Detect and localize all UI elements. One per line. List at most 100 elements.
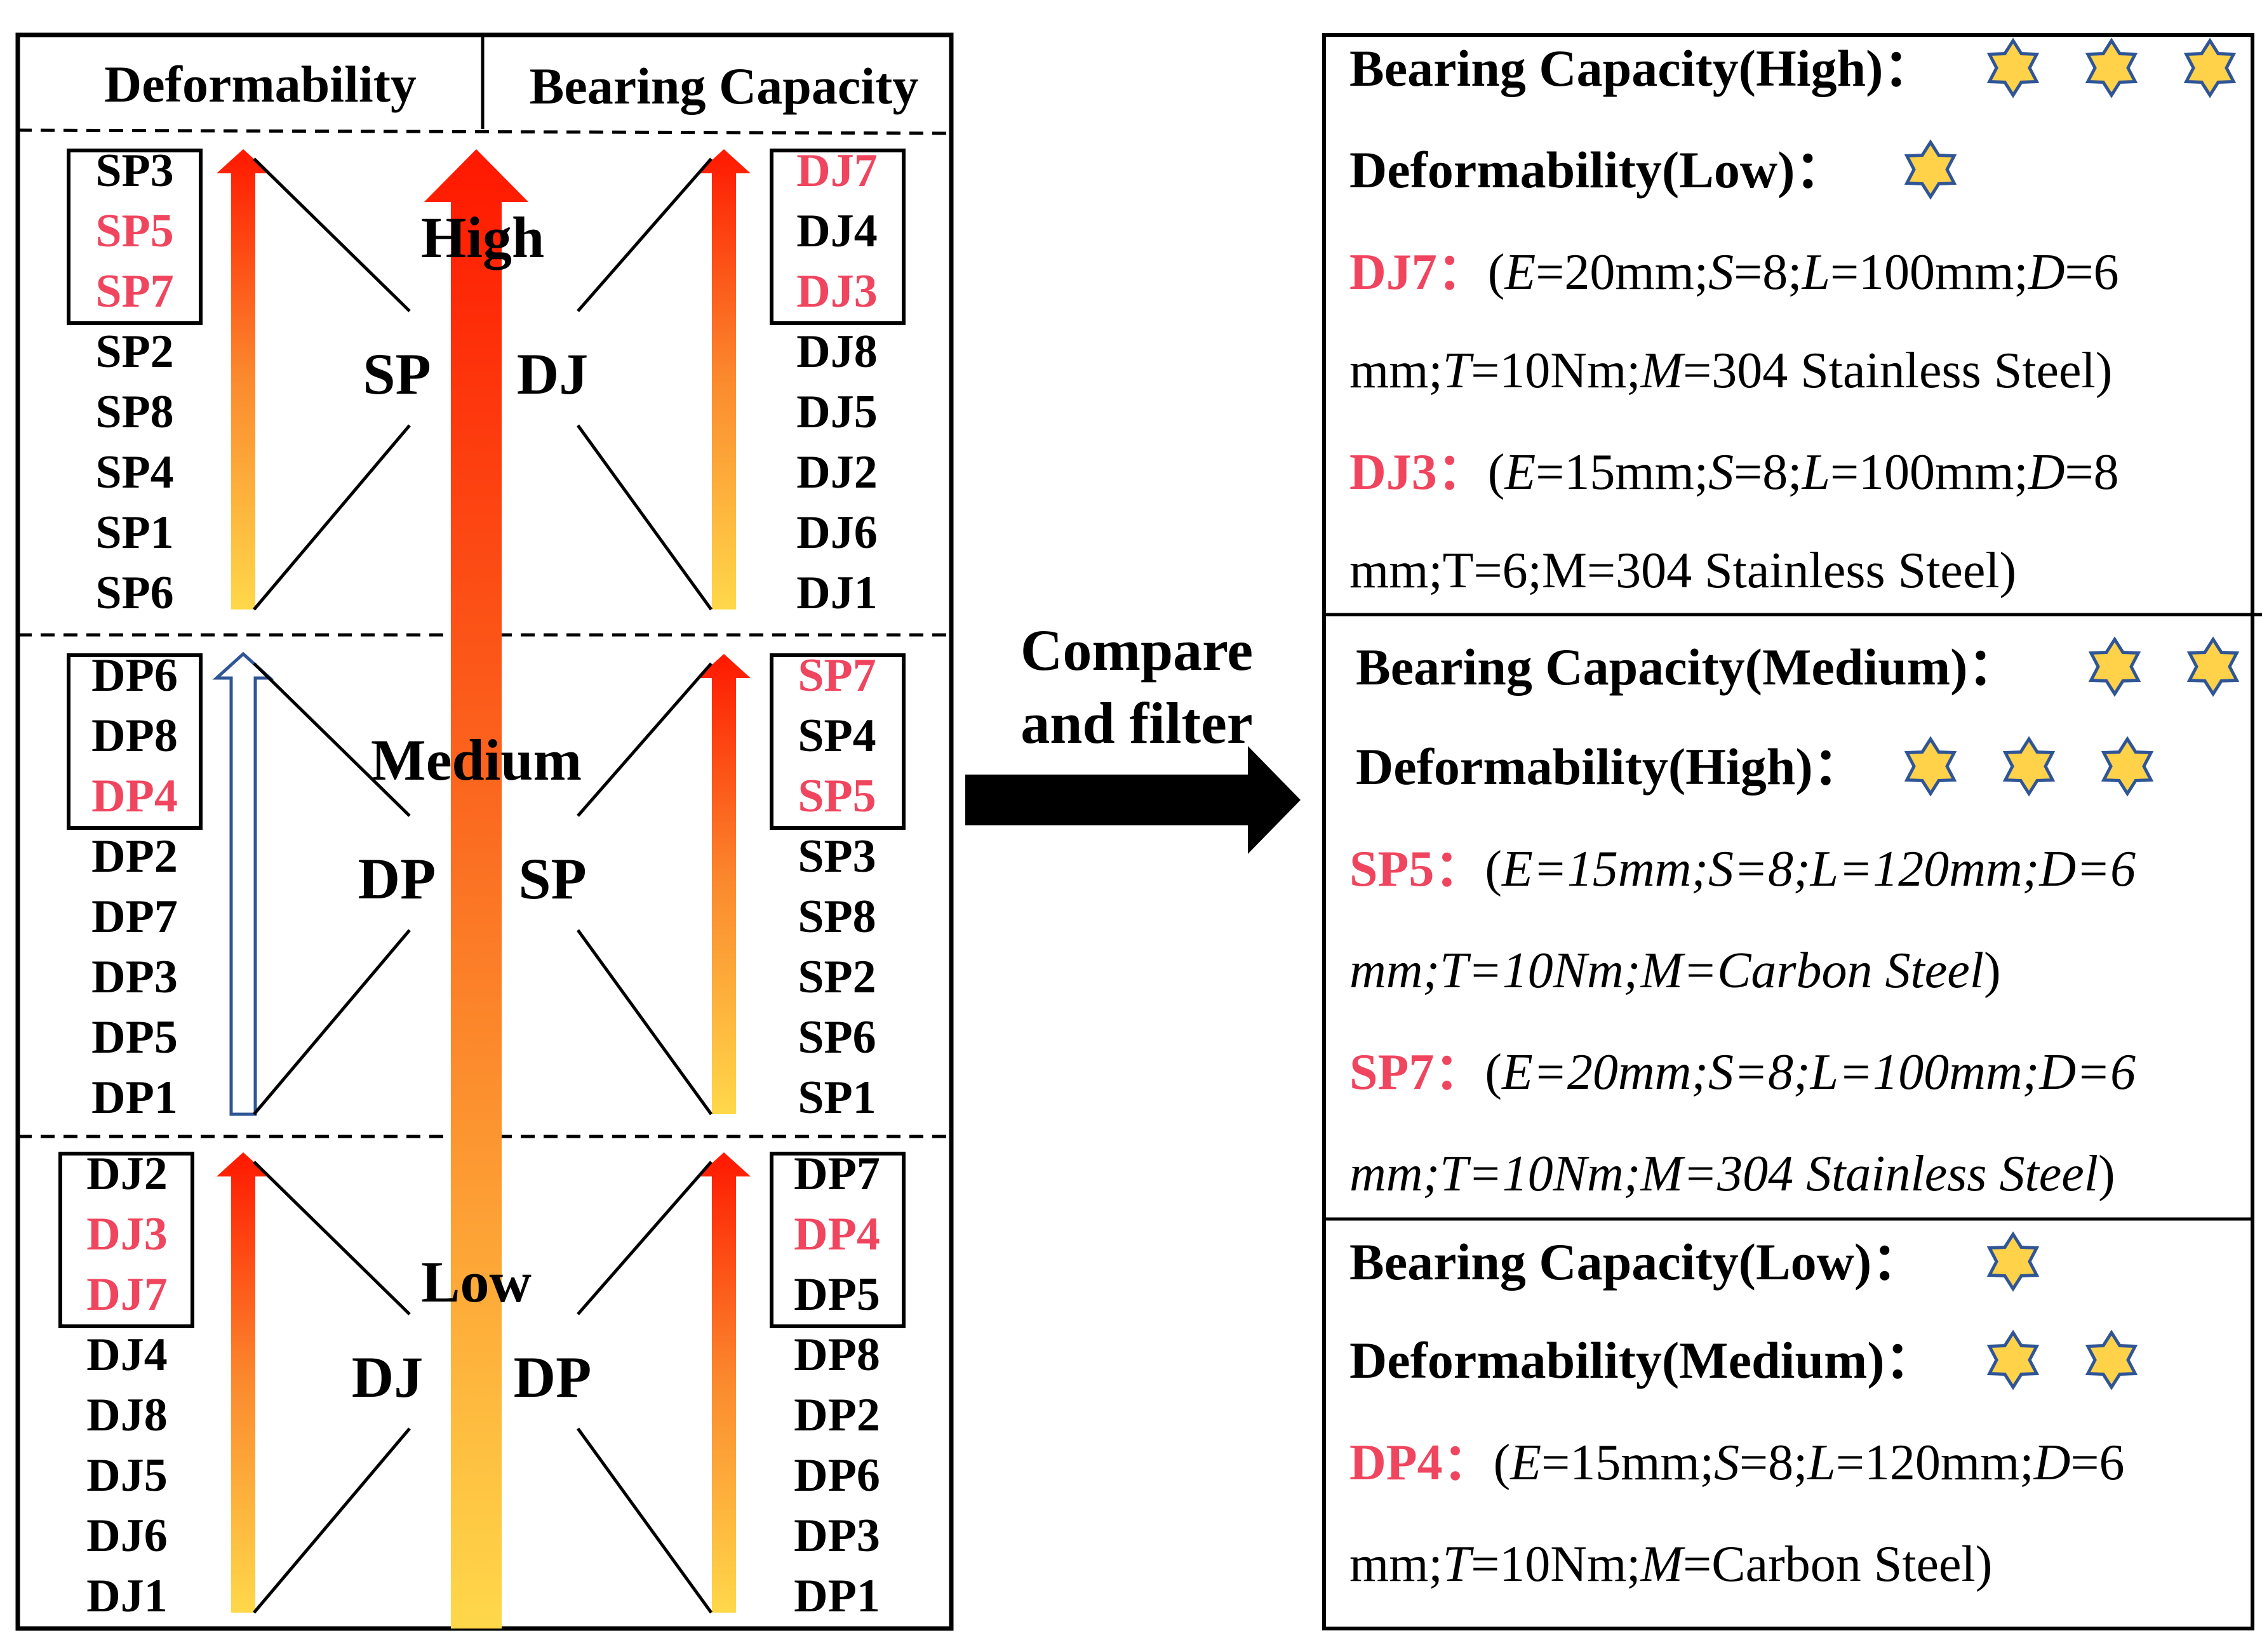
spec-segment: E=20mm;S=8;L=100mm;D=6	[1501, 1044, 2136, 1100]
left-group-label: DJ	[352, 1345, 423, 1409]
rating-star-icon	[1904, 139, 1957, 200]
right-list-item: DP7	[794, 1148, 880, 1200]
right-list-item: SP3	[798, 830, 876, 883]
right-group-label: DJ	[517, 342, 588, 406]
result-section-2: Bearing Capacity(Medium)： Deformability(H…	[1349, 636, 2240, 1202]
spec-line: mm;T=10Nm;M=304 Stainless Steel)	[1349, 1146, 2115, 1202]
left-list-item: SP5	[95, 205, 173, 257]
left-list-item: DP8	[91, 710, 178, 762]
connector-line	[577, 157, 713, 312]
spec-segment: =8;	[1739, 1435, 1807, 1491]
right-group-label: SP	[518, 846, 586, 911]
spec-segment: =Carbon Steel)	[1683, 1536, 1992, 1592]
result-section-3: Bearing Capacity(Low)： Deformability(Medi…	[1349, 1231, 2138, 1592]
left-list-item: DP7	[91, 891, 178, 943]
left-list-item: SP2	[95, 326, 173, 378]
compare-label-line2: and filter	[1021, 691, 1252, 756]
rating-label: Deformability(Low)：	[1349, 141, 1847, 199]
center-label-medium: Medium	[371, 728, 582, 792]
spec-name: SP7：	[1349, 1044, 1485, 1100]
right-list-item: DJ5	[796, 386, 877, 438]
right-ranking-arrow	[697, 149, 751, 610]
result-section-1: Bearing Capacity(High)： Deformability(Low…	[1349, 37, 2237, 599]
left-ranking-arrow	[217, 149, 270, 610]
left-list-item: DP1	[91, 1072, 178, 1124]
right-list-item: SP1	[798, 1072, 876, 1124]
right-list-item: DJ8	[796, 326, 877, 378]
right-list-item: SP2	[798, 951, 876, 1003]
connector-line	[577, 662, 713, 817]
spec-segment: =304 Stainless Steel)	[1683, 343, 2112, 399]
rating-star-icon	[1986, 37, 2040, 98]
spec-segment: E	[1504, 444, 1536, 500]
spec-line: SP7：(E=20mm;S=8;L=100mm;D=6	[1349, 1044, 2136, 1100]
spec-segment: )	[1984, 943, 2001, 999]
left-list-item: DP3	[91, 951, 178, 1003]
left-list-item: DJ6	[86, 1510, 167, 1562]
rating-star-icon	[2085, 1329, 2138, 1390]
rating-star-icon	[1904, 736, 1957, 797]
right-panel-border	[1322, 33, 2254, 1630]
spec-segment: =120mm;	[1836, 1435, 2034, 1491]
spec-segment: T	[1443, 1536, 1475, 1592]
rating-star-icon	[1986, 1329, 2040, 1390]
level-section-medium: DP6 DP8 DP4 DP2 DP7 DP3 DP5 DP1 SP7 SP4 SP5 SP3 SP8 S…	[67, 649, 906, 1124]
connector-line	[576, 424, 713, 611]
right-list-item: SP5	[798, 770, 876, 822]
right-list-item: DP1	[794, 1570, 880, 1622]
spec-segment: M	[1640, 343, 1686, 399]
center-level-arrow	[424, 149, 528, 1629]
left-list-item: SP1	[95, 507, 173, 559]
spec-segment: S	[1708, 444, 1734, 500]
spec-segment: (	[1488, 244, 1505, 300]
spec-segment: T	[1443, 343, 1475, 399]
right-list-item: SP6	[798, 1011, 876, 1063]
connector-line	[253, 424, 411, 611]
spec-segment: D	[2028, 244, 2065, 300]
left-group-label: DP	[358, 846, 436, 911]
right-group-label: DP	[514, 1345, 592, 1409]
spec-segment: mm;T=6;M=304 Stainless Steel)	[1349, 543, 2016, 599]
rating-star-icon	[2101, 736, 2154, 797]
spec-segment: =6	[2065, 244, 2119, 300]
top-three-box-right	[770, 1152, 906, 1328]
spec-segment: =20mm;	[1536, 244, 1708, 300]
rating-star-icon	[2088, 636, 2141, 697]
right-list-item: SP4	[798, 710, 876, 762]
dashed-separator-top	[17, 128, 952, 135]
left-list-item: DJ3	[86, 1208, 167, 1260]
right-ranking-arrow	[697, 1152, 751, 1613]
right-list-item: DP4	[794, 1208, 880, 1260]
right-list-item: SP7	[798, 649, 876, 702]
rating-label: Deformability(High)：	[1356, 738, 1865, 796]
spec-segment: =100mm;	[1830, 444, 2028, 500]
spec-segment: D	[2033, 1435, 2071, 1491]
connector-line	[253, 157, 411, 312]
spec-line: mm;T=6;M=304 Stainless Steel)	[1349, 543, 2016, 599]
center-label-high: High	[421, 205, 544, 270]
compare-arrow	[965, 746, 1301, 854]
spec-segment: (	[1494, 1435, 1511, 1491]
spec-line: DJ3：(E=15mm;S=8;L=100mm;D=8	[1349, 444, 2119, 500]
rating-label: Bearing Capacity(High)：	[1349, 39, 1935, 97]
rating-star-icon	[2002, 736, 2056, 797]
right-list-item: DJ7	[796, 145, 877, 197]
left-ranking-arrow	[217, 1152, 270, 1613]
left-list-item: DJ2	[86, 1148, 167, 1200]
spec-line: SP5：(E=15mm;S=8;L=120mm;D=6	[1349, 841, 2136, 897]
spec-segment: )	[2098, 1146, 2115, 1202]
spec-segment: mm;T=10Nm;M=Carbon Steel	[1349, 943, 1984, 999]
left-list-item: SP4	[95, 446, 173, 498]
level-section-high: SP3 SP5 SP7 SP2 SP8 SP4 SP1 SP6 DJ7 DJ4 DJ3 DJ8 DJ5 D…	[67, 145, 906, 619]
right-ranking-arrow	[697, 654, 751, 1114]
spec-segment: mm;	[1349, 1536, 1443, 1592]
left-list-item: DJ7	[86, 1269, 167, 1321]
left-list-item: SP8	[95, 386, 173, 438]
spec-name: DP4：	[1349, 1435, 1494, 1491]
spec-segment: =8;	[1734, 444, 1802, 500]
left-list-item: DP4	[91, 770, 178, 822]
spec-segment: E	[1509, 1435, 1541, 1491]
spec-segment: L	[1801, 444, 1830, 500]
connector-line	[253, 1427, 411, 1614]
